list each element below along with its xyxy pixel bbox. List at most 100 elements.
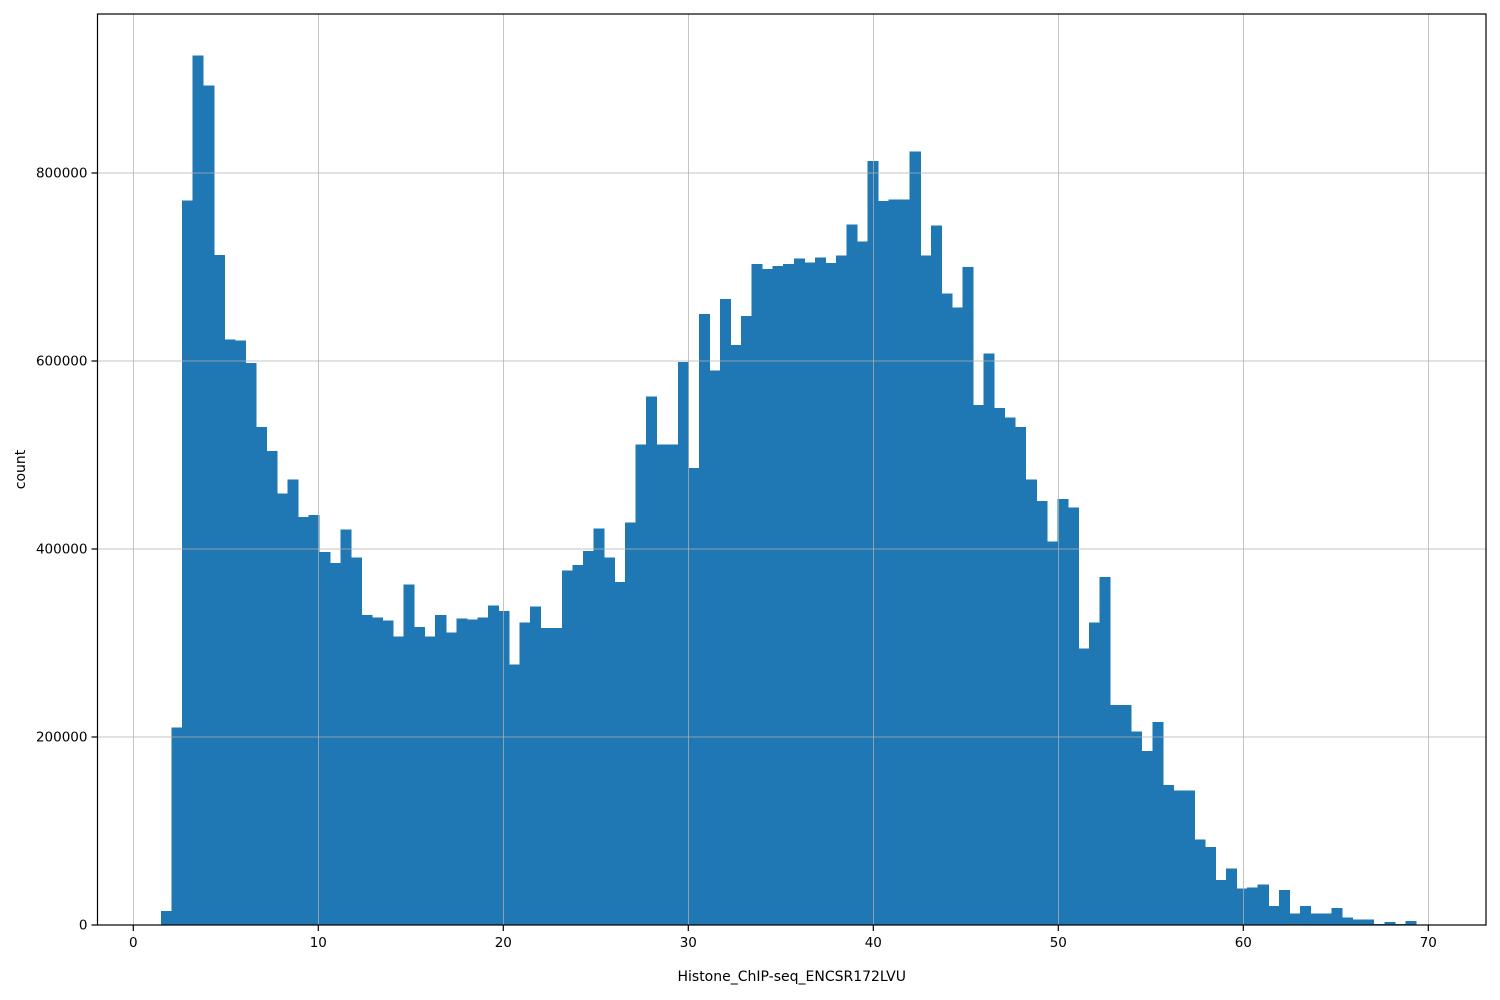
histogram-bar	[1141, 751, 1153, 925]
histogram-bar	[245, 362, 257, 925]
histogram-bar	[551, 627, 563, 925]
histogram-bar	[814, 257, 826, 926]
y-tick-label: 400000	[36, 542, 88, 558]
histogram-bar	[762, 268, 774, 925]
y-tick-label: 800000	[36, 166, 88, 182]
histogram-bar	[1099, 577, 1111, 925]
grid-layer	[97, 14, 1486, 925]
histogram-bar	[466, 619, 478, 925]
histogram-bar	[1004, 417, 1016, 925]
histogram-bar	[371, 617, 383, 925]
histogram-bar	[1089, 622, 1101, 925]
histogram-bar	[1131, 731, 1143, 925]
ticks-layer	[91, 172, 1429, 931]
x-tick-label: 60	[1235, 935, 1252, 951]
y-tick-label: 600000	[36, 354, 88, 370]
y-tick-label: 200000	[36, 730, 88, 746]
histogram-bar	[1183, 790, 1195, 925]
histogram-bar	[192, 55, 204, 925]
histogram-bar	[973, 405, 985, 925]
histogram-bar	[804, 262, 816, 925]
histogram-bar	[1173, 790, 1185, 925]
histogram-bar	[1289, 913, 1301, 925]
histogram-bar	[888, 199, 900, 925]
histogram-bar	[456, 618, 468, 925]
histogram-bar	[1236, 888, 1248, 925]
histogram-bar	[1205, 846, 1217, 925]
histogram-bar	[1247, 887, 1259, 925]
histogram-bar	[625, 522, 637, 925]
histogram-bar	[161, 910, 173, 925]
x-tick-label: 70	[1420, 935, 1437, 951]
histogram-bar	[1342, 917, 1354, 925]
histogram-bar	[951, 307, 963, 925]
histogram-bar	[277, 493, 289, 925]
histogram-bar	[319, 551, 331, 925]
histogram-bar	[646, 396, 658, 926]
histogram-bar	[730, 345, 742, 925]
x-tick-label: 0	[129, 935, 138, 951]
histogram-bar	[593, 528, 605, 925]
histogram-bar	[1078, 648, 1090, 925]
histogram-bar	[509, 664, 521, 925]
histogram-bar	[667, 444, 679, 925]
histogram-bar	[962, 267, 974, 925]
histogram-bar	[234, 340, 246, 925]
histogram-bar	[1226, 868, 1238, 925]
histogram-bar	[308, 515, 320, 925]
histogram-bar	[540, 627, 552, 925]
x-tick-label: 50	[1050, 935, 1067, 951]
histogram-bar	[1331, 908, 1343, 925]
histogram-bar	[1110, 705, 1122, 925]
x-tick-label: 10	[310, 935, 327, 951]
histogram-bar	[614, 581, 626, 925]
histogram-bar	[656, 444, 668, 925]
histogram-bar	[519, 622, 531, 925]
histogram-bar	[1015, 426, 1027, 925]
histogram-bar	[772, 266, 784, 925]
histogram-bar	[1025, 479, 1037, 925]
histogram-bar	[1310, 913, 1322, 925]
histogram-bar	[857, 241, 869, 925]
histogram-bar	[1152, 721, 1164, 925]
histogram-bar	[793, 258, 805, 925]
y-tick-label: 0	[79, 918, 88, 934]
histogram-bar	[1299, 906, 1311, 925]
histogram-bar	[1046, 541, 1058, 925]
histogram-bar	[424, 636, 436, 925]
plot-border	[96, 13, 1487, 926]
histogram-bar	[920, 255, 932, 926]
histogram-bar	[1257, 884, 1269, 925]
histogram-bar	[909, 151, 921, 925]
y-axis-label: count	[13, 449, 29, 489]
histogram-bar	[688, 468, 700, 925]
bars-layer	[161, 55, 1417, 926]
histogram-bar	[783, 264, 795, 925]
histogram-bar	[224, 339, 236, 925]
histogram-bar	[561, 570, 573, 925]
histogram-bar	[1268, 906, 1280, 925]
histogram-bar	[1352, 919, 1364, 925]
histogram-bar	[994, 408, 1006, 925]
histogram-bar	[635, 444, 647, 925]
histogram-bar	[361, 614, 373, 925]
histogram-bar	[846, 224, 858, 925]
histogram-bar	[498, 611, 510, 925]
histogram-bar	[1067, 507, 1079, 925]
histogram-bar	[1321, 913, 1333, 925]
histogram-bar	[266, 451, 278, 925]
histogram-bar	[1278, 890, 1290, 925]
histogram-bar	[582, 550, 594, 925]
histogram-bar	[1194, 839, 1206, 925]
histogram-bar	[698, 314, 710, 925]
histogram-bar	[445, 632, 457, 925]
histogram-bar	[1036, 501, 1048, 925]
histogram-bar	[572, 564, 584, 925]
histogram-bar	[677, 361, 689, 925]
x-tick-label: 40	[865, 935, 882, 951]
histogram-bar	[741, 315, 753, 925]
histogram-bar	[930, 225, 942, 925]
histogram-bar	[287, 479, 299, 925]
histogram-bar	[983, 353, 995, 926]
